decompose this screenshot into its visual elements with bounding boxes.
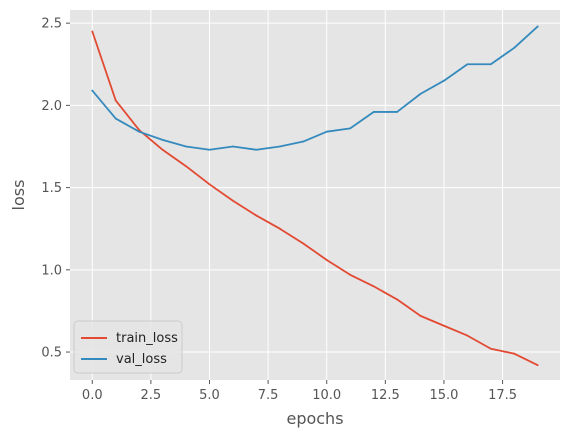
data-point-val-loss [513,46,516,49]
data-point-train-loss [443,324,445,327]
x-tick-label: 15.0 [429,388,458,403]
data-point-train-loss [232,199,234,202]
x-tick-label: 10.0 [312,388,341,403]
x-tick-label: 12.5 [371,388,400,403]
data-point-train-loss [513,352,516,355]
legend-label-train-loss: train_loss [116,331,178,346]
data-point-val-loss [255,148,258,151]
data-point-val-loss [372,111,375,113]
data-point-val-loss [325,130,328,133]
x-tick-label: 7.5 [258,388,279,403]
data-point-train-loss [489,347,492,350]
y-tick-label: 2.5 [41,17,62,32]
series-line-train-loss [91,31,539,367]
data-point-val-loss [396,111,398,113]
data-point-val-loss [419,92,422,95]
data-point-train-loss [325,259,328,261]
x-tick-label: 2.5 [141,388,162,403]
data-point-train-loss [208,183,211,186]
x-axis-label: epochs [286,409,343,428]
legend-label-val-loss: val_loss [116,352,167,367]
data-point-train-loss [349,273,352,276]
data-point-train-loss [396,298,398,301]
x-tick-label: 0.0 [82,388,103,403]
data-point-train-loss [161,148,164,151]
data-point-train-loss [302,242,305,245]
data-point-val-loss [208,148,211,151]
data-point-val-loss [114,117,117,120]
data-point-train-loss [91,30,94,33]
data-point-val-loss [138,130,141,133]
data-point-train-loss [466,334,469,337]
data-point-val-loss [91,89,94,92]
data-point-val-loss [278,145,281,148]
data-point-train-loss [372,285,375,288]
data-point-val-loss [536,25,539,28]
data-point-train-loss [419,314,422,317]
legend: train_loss val_loss [73,320,183,374]
data-point-val-loss [466,63,469,66]
data-point-train-loss [536,364,539,367]
y-axis-label: loss [9,180,28,211]
x-tick-label: 5.0 [199,388,220,403]
series-line-val-loss [91,25,539,151]
data-point-train-loss [185,165,187,168]
data-point-val-loss [443,79,445,82]
x-axis-ticks: 0.0 2.5 5.0 7.5 10.0 12.5 15.0 17.5 [82,380,517,403]
data-point-val-loss [489,63,492,66]
y-tick-label: 2.0 [41,99,62,114]
data-point-val-loss [161,139,164,141]
data-point-val-loss [185,145,187,148]
data-point-train-loss [255,214,258,217]
y-axis-ticks: 0.5 1.0 1.5 2.0 2.5 [41,17,70,361]
data-point-val-loss [232,145,234,148]
data-point-train-loss [278,227,281,230]
series-lines [91,25,539,367]
data-point-val-loss [349,127,352,130]
y-tick-label: 1.0 [41,263,62,278]
data-point-train-loss [114,99,117,102]
y-tick-label: 0.5 [41,346,62,361]
x-tick-label: 17.5 [488,388,517,403]
y-tick-label: 1.5 [41,181,62,196]
data-point-val-loss [302,140,305,143]
plot-area [70,10,560,380]
